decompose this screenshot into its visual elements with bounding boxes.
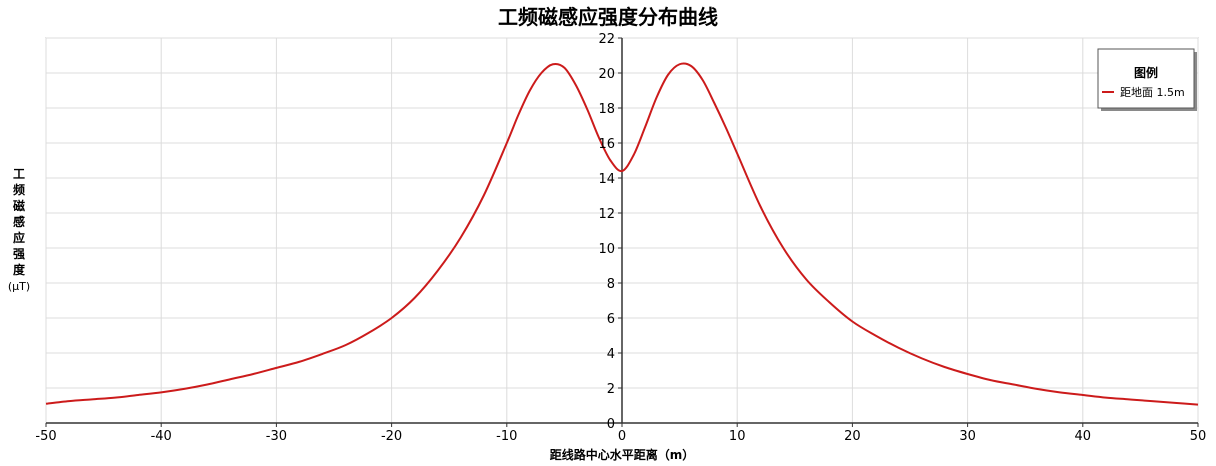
legend-box bbox=[1097, 48, 1195, 109]
x-tick-label: -20 bbox=[381, 429, 402, 444]
y-tick-label: 14 bbox=[598, 172, 615, 187]
y-tick-label: 12 bbox=[598, 207, 615, 222]
y-tick-label: 20 bbox=[598, 67, 615, 82]
y-tick-label: 8 bbox=[607, 277, 615, 292]
y-axis-unit: (μT) bbox=[8, 280, 30, 293]
x-tick-label: 40 bbox=[1075, 429, 1092, 444]
x-tick-label: 50 bbox=[1190, 429, 1207, 444]
y-tick-label: 22 bbox=[598, 32, 615, 47]
x-tick-label: 30 bbox=[959, 429, 976, 444]
x-tick-label: 20 bbox=[844, 429, 861, 444]
y-axis-label: 工频磁感应强度 bbox=[12, 167, 26, 277]
chart-title: 工频磁感应强度分布曲线 bbox=[498, 5, 718, 29]
y-tick-label: 16 bbox=[598, 137, 615, 152]
y-tick-label: 6 bbox=[607, 312, 615, 327]
y-tick-labels: 0 2 4 6 8 10 12 14 16 18 20 22 bbox=[598, 32, 615, 432]
plot-area: -50 -40 -30 -20 -10 0 10 20 30 40 50 0 2 4 6 8 10 12 14 16… bbox=[35, 32, 1206, 444]
y-tick-label: 18 bbox=[598, 102, 615, 117]
legend-title: 图例 bbox=[1134, 65, 1158, 80]
x-axis-label: 距线路中心水平距离（m） bbox=[550, 447, 695, 462]
y-tick-label: 2 bbox=[607, 382, 615, 397]
y-tick-label: 4 bbox=[607, 347, 615, 362]
x-tick-label: -40 bbox=[151, 429, 172, 444]
x-tick-labels: -50 -40 -30 -20 -10 0 10 20 30 40 50 bbox=[35, 423, 1206, 444]
y-tick-label: 10 bbox=[598, 242, 615, 257]
x-tick-label: 10 bbox=[729, 429, 746, 444]
x-tick-label: 0 bbox=[618, 429, 626, 444]
x-tick-label: -50 bbox=[35, 429, 56, 444]
x-tick-label: -30 bbox=[266, 429, 287, 444]
series-group bbox=[45, 62, 1199, 406]
legend-series-label: 距地面 1.5m bbox=[1120, 86, 1185, 99]
series-line bbox=[45, 62, 1199, 406]
x-tick-label: -10 bbox=[496, 429, 517, 444]
legend: 图例 距地面 1.5m bbox=[1097, 48, 1197, 111]
y-tick-label: 0 bbox=[607, 417, 615, 432]
